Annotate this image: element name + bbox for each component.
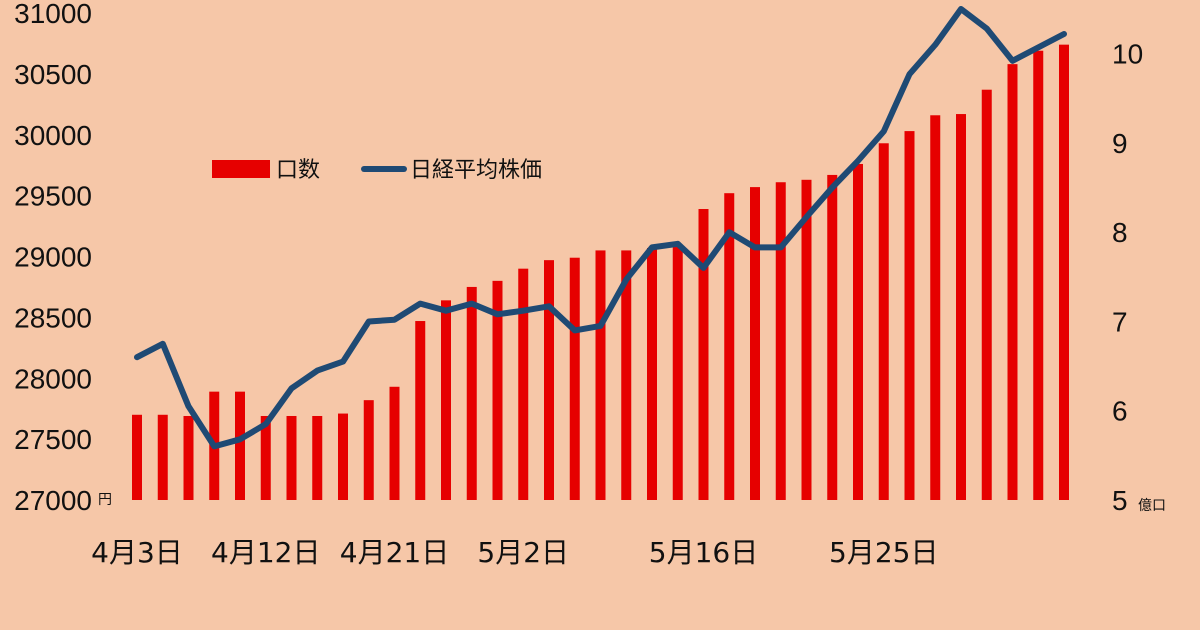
right-axis: 5 6 7 8 9 10 [1112, 39, 1143, 516]
bar [647, 247, 657, 500]
bar [750, 187, 760, 501]
right-tick-label: 9 [1112, 128, 1128, 159]
bar [518, 268, 529, 500]
bar [441, 300, 451, 500]
bar [260, 415, 271, 500]
bar [621, 250, 632, 500]
x-tick-label: 5月25日 [829, 536, 938, 569]
legend: 口数 日経平均株価 [212, 158, 542, 183]
bar [183, 415, 194, 500]
bar [569, 257, 580, 500]
left-tick-label: 29000 [14, 242, 92, 273]
right-tick-label: 5 [1112, 485, 1128, 516]
left-tick-label: 27500 [14, 424, 92, 455]
left-tick-label: 29500 [14, 181, 92, 212]
left-tick-label: 31000 [14, 0, 92, 29]
bar [235, 391, 245, 500]
bar [853, 163, 863, 500]
bar [466, 286, 477, 500]
bar [389, 386, 400, 500]
left-tick-label: 27000 [14, 485, 92, 516]
bar [775, 182, 786, 501]
left-tick-label: 28500 [14, 302, 92, 333]
bar [544, 260, 554, 500]
bar [492, 280, 503, 500]
bar [878, 143, 889, 500]
bar [363, 400, 374, 500]
bar [827, 174, 838, 501]
left-tick-label: 30500 [14, 59, 92, 90]
bar [1059, 44, 1069, 500]
bar [930, 115, 941, 501]
bar-series [132, 44, 1069, 501]
line-series-path [134, 6, 1067, 450]
bar [724, 193, 735, 500]
x-tick-label: 4月12日 [211, 536, 320, 569]
bar [672, 246, 683, 500]
bar [801, 179, 812, 501]
bar [1007, 64, 1018, 500]
legend-line-label: 日経平均株価 [410, 158, 542, 183]
right-tick-label: 7 [1112, 306, 1128, 337]
bar [286, 415, 297, 500]
legend-bar-label: 口数 [276, 158, 320, 183]
bar [904, 131, 915, 500]
legend-bar-swatch [212, 160, 270, 178]
left-axis: 27000 27500 28000 28500 29000 29500 30000 30500… [14, 0, 92, 516]
bar [956, 114, 966, 501]
left-tick-label: 28000 [14, 363, 92, 394]
bar [338, 413, 348, 500]
right-tick-label: 8 [1112, 217, 1128, 248]
bar [312, 415, 323, 500]
bar [415, 321, 426, 500]
bar [157, 414, 168, 500]
right-tick-label: 6 [1112, 396, 1128, 427]
x-tick-label: 4月21日 [340, 536, 449, 569]
x-tick-label: 5月2日 [477, 536, 569, 569]
left-tick-label: 30000 [14, 120, 92, 151]
left-axis-unit: 円 [98, 492, 112, 508]
bar [1033, 50, 1044, 501]
x-tick-label: 4月3日 [91, 536, 183, 569]
right-tick-label: 10 [1112, 39, 1143, 70]
bar [698, 209, 709, 500]
bar [595, 250, 606, 500]
bar [981, 89, 992, 500]
bar [132, 414, 142, 500]
right-axis-unit: 億口 [1138, 498, 1166, 514]
x-tick-label: 5月16日 [649, 536, 758, 569]
x-axis: 4月3日 4月12日 4月21日 5月2日 5月16日 5月25日 [91, 536, 938, 569]
